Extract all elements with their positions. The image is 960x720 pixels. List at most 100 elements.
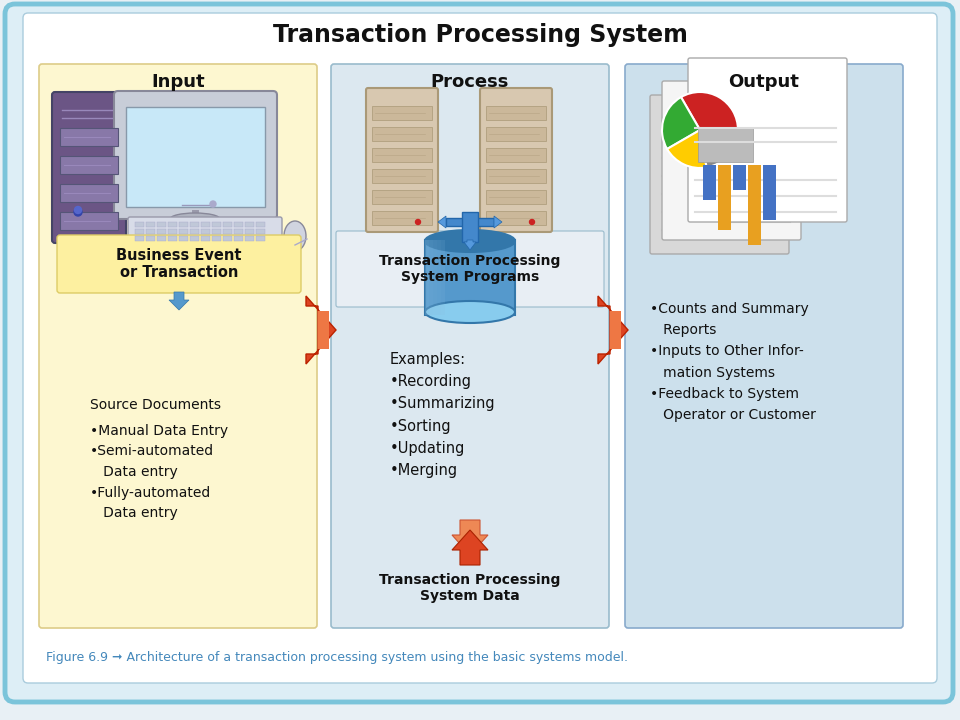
FancyBboxPatch shape — [662, 81, 801, 240]
Ellipse shape — [425, 301, 515, 323]
FancyBboxPatch shape — [114, 91, 277, 219]
Bar — [429, 240, 433, 315]
Bar — [135, 229, 144, 234]
FancyArrow shape — [438, 216, 446, 228]
Bar — [486, 169, 546, 183]
Bar — [146, 229, 155, 234]
FancyBboxPatch shape — [688, 58, 847, 222]
Bar — [126, 107, 265, 207]
Bar — [372, 190, 432, 204]
Ellipse shape — [425, 230, 515, 252]
Bar — [372, 106, 432, 120]
Bar — [486, 190, 546, 204]
Bar — [157, 236, 166, 241]
Bar — [245, 236, 254, 241]
Text: Source Documents: Source Documents — [90, 398, 221, 412]
FancyBboxPatch shape — [650, 95, 789, 254]
FancyBboxPatch shape — [23, 13, 937, 683]
Bar — [256, 229, 265, 234]
FancyBboxPatch shape — [336, 231, 604, 307]
Bar — [223, 222, 232, 227]
Text: Business Event
or Transaction: Business Event or Transaction — [116, 248, 242, 280]
Bar — [60, 128, 118, 146]
Bar — [437, 240, 441, 315]
Bar — [168, 222, 177, 227]
FancyArrow shape — [494, 216, 502, 228]
Bar — [763, 165, 776, 220]
Bar — [234, 236, 243, 241]
Bar — [256, 236, 265, 241]
Wedge shape — [667, 130, 707, 168]
Text: Process: Process — [431, 73, 509, 91]
Bar — [179, 229, 188, 234]
Bar — [662, 170, 712, 210]
Bar — [703, 165, 716, 200]
Bar — [433, 240, 437, 315]
Bar — [486, 211, 546, 225]
Bar — [372, 127, 432, 141]
Bar — [698, 127, 753, 162]
FancyArrow shape — [452, 530, 488, 565]
Bar — [157, 229, 166, 234]
Ellipse shape — [284, 221, 306, 251]
Bar — [718, 165, 731, 230]
Circle shape — [210, 201, 216, 207]
Text: Input: Input — [151, 73, 204, 91]
Text: Transaction Processing
System Programs: Transaction Processing System Programs — [379, 254, 561, 284]
Circle shape — [530, 220, 535, 225]
Bar — [135, 236, 144, 241]
Bar — [245, 222, 254, 227]
Bar — [425, 240, 429, 315]
Bar — [168, 229, 177, 234]
FancyArrow shape — [610, 311, 621, 349]
Bar — [179, 236, 188, 241]
Text: •Manual Data Entry
•Semi-automated
   Data entry
•Fully-automated
   Data entry: •Manual Data Entry •Semi-automated Data … — [90, 424, 228, 520]
Bar — [486, 106, 546, 120]
FancyArrow shape — [452, 520, 488, 555]
Text: •Counts and Summary
   Reports
•Inputs to Other Infor-
   mation Systems
•Feedba: •Counts and Summary Reports •Inputs to O… — [650, 302, 816, 422]
Wedge shape — [681, 92, 738, 130]
Text: Transaction Processing System: Transaction Processing System — [273, 23, 687, 47]
Bar — [446, 218, 494, 226]
Bar — [168, 236, 177, 241]
FancyBboxPatch shape — [5, 4, 953, 702]
Bar — [234, 222, 243, 227]
Bar — [256, 222, 265, 227]
Bar — [212, 229, 221, 234]
FancyBboxPatch shape — [52, 92, 126, 243]
Text: Transaction Processing
System Data: Transaction Processing System Data — [379, 573, 561, 603]
Wedge shape — [662, 97, 700, 149]
Bar — [212, 222, 221, 227]
Bar — [234, 229, 243, 234]
Bar — [146, 222, 155, 227]
Bar — [486, 148, 546, 162]
FancyArrow shape — [318, 311, 328, 349]
Bar — [60, 156, 118, 174]
Text: Examples:
•Recording
•Summarizing
•Sorting
•Updating
•Merging: Examples: •Recording •Summarizing •Sorti… — [390, 352, 495, 478]
Bar — [60, 212, 118, 230]
Bar — [201, 236, 210, 241]
Bar — [212, 236, 221, 241]
Bar — [462, 212, 478, 242]
Bar — [372, 148, 432, 162]
Bar — [748, 165, 761, 245]
Circle shape — [416, 220, 420, 225]
Circle shape — [74, 208, 82, 216]
Bar — [733, 165, 746, 190]
Bar — [372, 169, 432, 183]
Text: Figure 6.9 ➞ Architecture of a transaction processing system using the basic sys: Figure 6.9 ➞ Architecture of a transacti… — [46, 652, 628, 665]
Bar — [60, 184, 118, 202]
Bar — [245, 229, 254, 234]
FancyBboxPatch shape — [366, 88, 438, 232]
Bar — [201, 222, 210, 227]
Circle shape — [75, 207, 82, 214]
FancyArrow shape — [598, 296, 628, 364]
FancyBboxPatch shape — [128, 217, 282, 245]
Bar — [190, 222, 199, 227]
Bar — [425, 240, 515, 315]
Bar — [223, 229, 232, 234]
Bar — [135, 222, 144, 227]
Bar — [190, 229, 199, 234]
FancyBboxPatch shape — [625, 64, 903, 628]
Bar — [146, 236, 155, 241]
